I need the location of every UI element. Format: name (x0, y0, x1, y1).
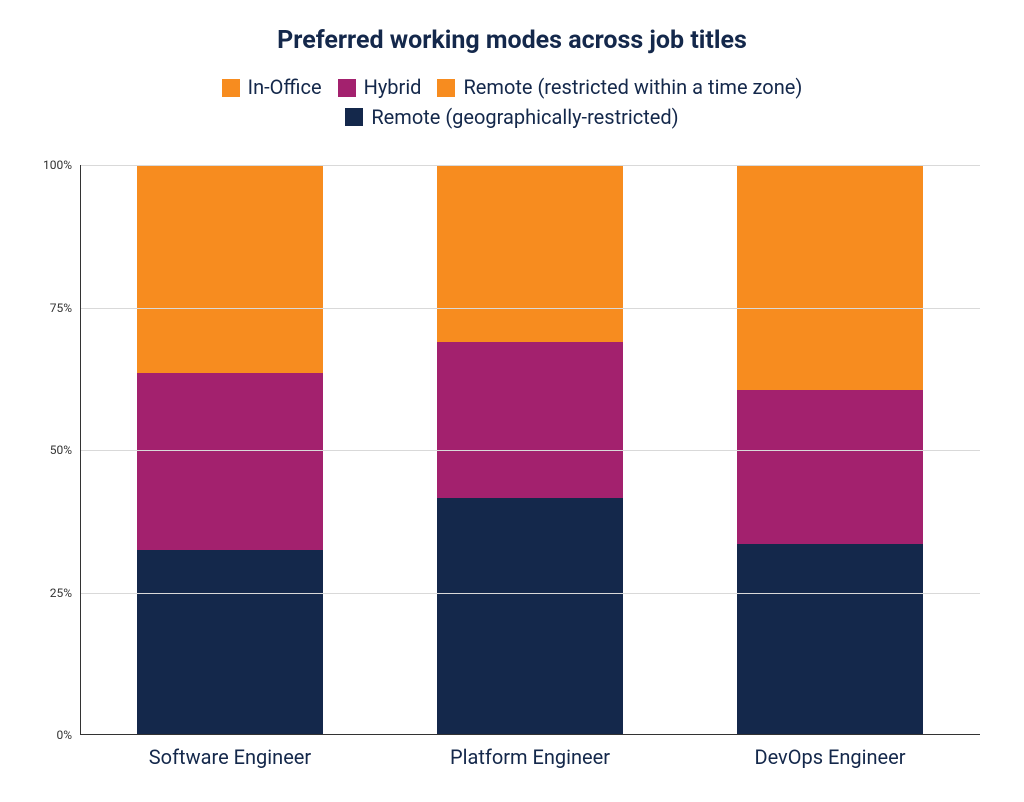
bar-segment-in_office (737, 165, 923, 390)
chart-title: Preferred working modes across job title… (0, 0, 1024, 55)
y-tick-label: 100% (43, 158, 80, 172)
chart-container: Preferred working modes across job title… (0, 0, 1024, 802)
bar-segment-hybrid (737, 390, 923, 544)
y-tick-label: 25% (50, 586, 80, 600)
legend-swatch-icon (437, 79, 455, 97)
x-category-label: Software Engineer (149, 735, 311, 769)
legend-item: Hybrid (338, 73, 422, 102)
bar-segment-remote_geo (137, 550, 323, 735)
legend-label: Remote (geographically-restricted) (371, 103, 678, 132)
legend-item: Remote (geographically-restricted) (345, 103, 678, 132)
y-axis-line (80, 165, 81, 735)
bar-segment-in_office (437, 165, 623, 342)
legend-item: In-Office (222, 73, 322, 102)
gridline (80, 450, 980, 451)
legend-label: Hybrid (364, 73, 422, 102)
bar-segment-remote_geo (437, 498, 623, 735)
legend-label: Remote (restricted within a time zone) (463, 73, 802, 102)
x-category-label: Platform Engineer (450, 735, 610, 769)
legend: In-Office Hybrid Remote (restricted within… (0, 73, 1024, 132)
y-tick-label: 50% (50, 443, 80, 457)
x-category-label: DevOps Engineer (754, 735, 905, 769)
bar-segment-in_office (137, 165, 323, 373)
bar-segment-remote_geo (737, 544, 923, 735)
gridline (80, 308, 980, 309)
legend-label: In-Office (248, 73, 322, 102)
bar-segment-hybrid (437, 342, 623, 499)
legend-row-1: In-Office Hybrid Remote (restricted within… (0, 73, 1024, 103)
y-tick-label: 0% (56, 728, 80, 742)
gridline (80, 593, 980, 594)
legend-swatch-icon (338, 79, 356, 97)
plot-area: 0%25%50%75%100%Software EngineerPlatform… (80, 165, 980, 735)
legend-swatch-icon (345, 108, 363, 126)
y-tick-label: 75% (50, 301, 80, 315)
legend-row-2: Remote (geographically-restricted) (0, 103, 1024, 133)
bar-segment-hybrid (137, 373, 323, 550)
legend-swatch-icon (222, 79, 240, 97)
legend-item: Remote (restricted within a time zone) (437, 73, 802, 102)
gridline (80, 165, 980, 166)
